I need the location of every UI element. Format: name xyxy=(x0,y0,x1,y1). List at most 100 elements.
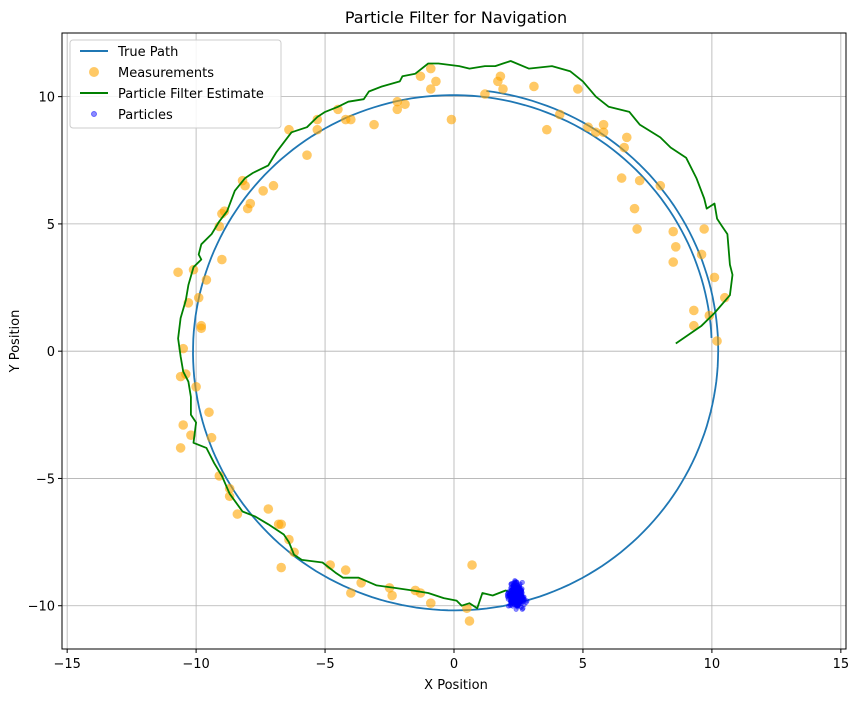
measurement-point xyxy=(464,616,475,626)
measurement-point xyxy=(400,99,410,110)
x-axis-label: X Position xyxy=(424,678,488,693)
particle-point xyxy=(508,602,514,608)
measurement-point xyxy=(668,257,679,267)
measurement-point xyxy=(346,588,356,598)
measurement-point xyxy=(431,76,441,87)
measurement-point xyxy=(175,443,186,453)
measurement-point xyxy=(699,224,709,234)
measurement-point xyxy=(284,124,294,135)
measurement-point xyxy=(462,603,472,614)
particle-point xyxy=(514,602,520,608)
measurement-point xyxy=(709,272,720,283)
particle-point xyxy=(510,580,516,586)
measurement-point xyxy=(178,343,189,354)
measurement-point xyxy=(621,132,632,143)
axis-ticks: −15 −10 −5 0 5 10 15 −10 −5 0 5 10 xyxy=(28,91,850,672)
measurement-point xyxy=(258,186,268,196)
measurement-point xyxy=(542,124,552,135)
measurement-point xyxy=(178,420,189,430)
measurement-point xyxy=(175,371,186,382)
measurement-point xyxy=(446,114,457,125)
legend: True Path Measurements Particle Filter E… xyxy=(69,39,282,129)
measurement-point xyxy=(387,590,397,601)
y-axis-label: Y Position xyxy=(8,310,23,374)
measurement-point xyxy=(529,81,539,92)
measurement-point xyxy=(598,119,609,130)
particle-point xyxy=(515,597,521,603)
particle-point xyxy=(523,599,529,605)
measurement-point xyxy=(369,119,379,130)
x-tick-label: −10 xyxy=(182,657,209,672)
measurement-point xyxy=(619,142,630,153)
y-tick-label: 5 xyxy=(47,218,55,233)
particle-point xyxy=(505,603,511,609)
particle-point xyxy=(519,606,525,612)
x-tick-label: 10 xyxy=(704,657,721,672)
legend-estimate-label: Particle Filter Estimate xyxy=(118,87,264,102)
measurement-point xyxy=(498,84,508,94)
measurement-point xyxy=(480,89,490,99)
y-tick-label: 0 xyxy=(47,345,55,360)
measurement-point xyxy=(276,519,287,530)
measurement-point xyxy=(340,565,351,575)
measurement-point xyxy=(206,432,217,443)
x-tick-label: 15 xyxy=(833,657,850,672)
particle-point xyxy=(519,595,525,601)
plot-area xyxy=(173,60,734,626)
measurement-point xyxy=(425,84,436,94)
measurement-point xyxy=(591,127,601,138)
measurement-point xyxy=(191,382,201,392)
measurement-point xyxy=(632,224,642,234)
measurement-point xyxy=(425,598,436,608)
measurement-point xyxy=(415,71,426,82)
measurement-point xyxy=(689,305,699,316)
measurement-point xyxy=(598,127,609,138)
measurement-point xyxy=(583,122,593,132)
y-tick-label: −10 xyxy=(28,600,55,615)
measurement-point xyxy=(240,180,250,191)
true-path-line xyxy=(192,90,720,612)
measurement-point xyxy=(495,71,506,82)
measurement-point xyxy=(196,323,207,334)
legend-true-path-label: True Path xyxy=(117,45,178,60)
chart-title: Particle Filter for Navigation xyxy=(345,8,567,27)
measurement-point xyxy=(467,560,477,570)
measurement-point xyxy=(554,109,565,120)
x-tick-label: 0 xyxy=(450,657,458,672)
particle-point xyxy=(513,588,519,594)
measurement-point xyxy=(232,509,243,519)
measurement-point xyxy=(263,504,274,514)
measurement-point xyxy=(219,206,230,216)
measurement-point xyxy=(340,114,351,125)
estimate-line xyxy=(177,60,734,610)
measurement-point xyxy=(696,249,707,260)
measurement-point xyxy=(217,254,227,265)
legend-measurements-label: Measurements xyxy=(118,66,214,81)
measurement-point xyxy=(392,96,403,107)
measurement-point xyxy=(224,491,235,502)
x-tick-label: −5 xyxy=(315,657,334,672)
measurement-point xyxy=(425,63,436,74)
measurement-point xyxy=(634,175,645,186)
measurement-point xyxy=(193,292,204,303)
measurement-point xyxy=(629,203,640,214)
y-tick-label: 10 xyxy=(38,91,55,106)
measurement-point xyxy=(204,407,214,418)
particle-point xyxy=(514,580,520,586)
legend-measurements-swatch xyxy=(89,67,99,77)
measurement-point xyxy=(616,173,627,183)
measurement-point xyxy=(201,275,212,285)
measurement-point xyxy=(670,242,681,252)
measurement-point xyxy=(302,150,312,160)
legend-particles-label: Particles xyxy=(118,108,173,123)
measurement-point xyxy=(312,124,323,135)
measurement-point xyxy=(242,203,253,214)
measurement-point xyxy=(312,114,323,125)
measurement-point xyxy=(276,562,287,573)
measurement-point xyxy=(655,180,666,191)
measurement-point xyxy=(572,84,583,94)
legend-box xyxy=(69,39,282,129)
measurement-point xyxy=(668,226,679,237)
measurement-point xyxy=(268,180,279,191)
